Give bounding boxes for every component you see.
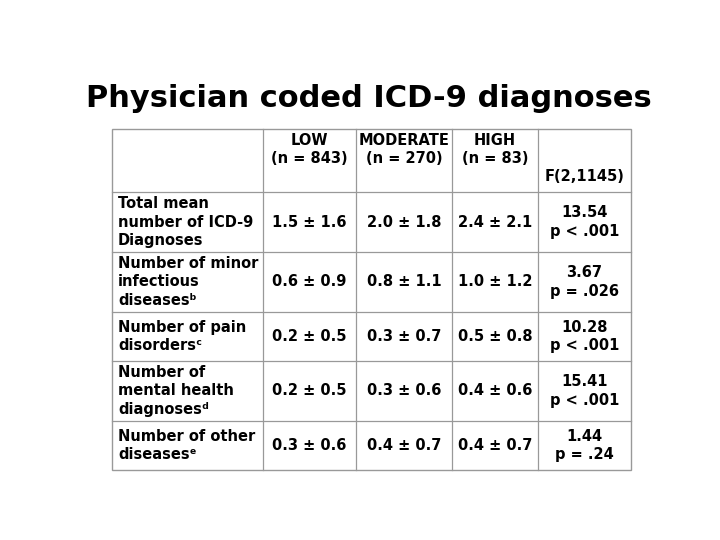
Text: 0.5 ± 0.8: 0.5 ± 0.8 bbox=[458, 329, 532, 344]
Text: 1.5 ± 1.6: 1.5 ± 1.6 bbox=[272, 215, 347, 230]
Text: 1.0 ± 1.2: 1.0 ± 1.2 bbox=[458, 274, 532, 289]
Text: 0.3 ± 0.6: 0.3 ± 0.6 bbox=[272, 438, 347, 453]
Text: 0.8 ± 1.1: 0.8 ± 1.1 bbox=[367, 274, 441, 289]
Text: MODERATE
(n = 270): MODERATE (n = 270) bbox=[359, 133, 450, 166]
Text: F(2,1145): F(2,1145) bbox=[544, 169, 624, 184]
Text: HIGH
(n = 83): HIGH (n = 83) bbox=[462, 133, 528, 166]
Text: 0.6 ± 0.9: 0.6 ± 0.9 bbox=[272, 274, 347, 289]
Text: Physician coded ICD-9 diagnoses: Physician coded ICD-9 diagnoses bbox=[86, 84, 652, 112]
Text: 2.4 ± 2.1: 2.4 ± 2.1 bbox=[458, 215, 532, 230]
Bar bbox=[112, 129, 631, 470]
Text: 15.41
p < .001: 15.41 p < .001 bbox=[550, 374, 619, 408]
Text: 0.2 ± 0.5: 0.2 ± 0.5 bbox=[272, 383, 347, 399]
Text: LOW
(n = 843): LOW (n = 843) bbox=[271, 133, 348, 166]
Text: 10.28
p < .001: 10.28 p < .001 bbox=[550, 320, 619, 353]
Text: Number of pain
disordersᶜ: Number of pain disordersᶜ bbox=[118, 320, 246, 353]
Text: 0.4 ± 0.6: 0.4 ± 0.6 bbox=[458, 383, 532, 399]
Text: 13.54
p < .001: 13.54 p < .001 bbox=[550, 205, 619, 239]
Text: Number of other
diseasesᵉ: Number of other diseasesᵉ bbox=[118, 429, 255, 462]
Text: 3.67
p = .026: 3.67 p = .026 bbox=[550, 265, 619, 299]
Text: 0.4 ± 0.7: 0.4 ± 0.7 bbox=[458, 438, 532, 453]
Text: 0.3 ± 0.7: 0.3 ± 0.7 bbox=[367, 329, 441, 344]
Text: 0.3 ± 0.6: 0.3 ± 0.6 bbox=[367, 383, 441, 399]
Text: 0.2 ± 0.5: 0.2 ± 0.5 bbox=[272, 329, 347, 344]
Text: 1.44
p = .24: 1.44 p = .24 bbox=[555, 429, 614, 462]
Text: Number of minor
infectious
diseasesᵇ: Number of minor infectious diseasesᵇ bbox=[118, 256, 258, 308]
Text: Number of
mental health
diagnosesᵈ: Number of mental health diagnosesᵈ bbox=[118, 365, 234, 417]
Text: Total mean
number of ICD-9
Diagnoses: Total mean number of ICD-9 Diagnoses bbox=[118, 196, 253, 248]
Text: 2.0 ± 1.8: 2.0 ± 1.8 bbox=[367, 215, 441, 230]
Text: 0.4 ± 0.7: 0.4 ± 0.7 bbox=[367, 438, 441, 453]
